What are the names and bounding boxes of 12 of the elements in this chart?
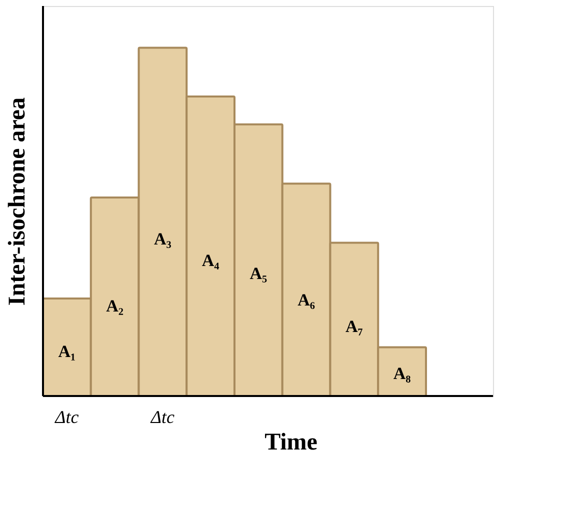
x-axis-title: Time xyxy=(264,430,318,456)
text: Δtc xyxy=(54,407,79,427)
x-tick-label: A₅ xyxy=(250,264,268,283)
x-tick-label: A₄ xyxy=(202,251,220,270)
x-tick-label: A₆ xyxy=(298,290,315,310)
x-tick-label: A₃ xyxy=(154,229,172,248)
x-tick-label: A₁ xyxy=(58,342,76,362)
x-tick-label: A₂ xyxy=(106,296,124,316)
text: Δtc xyxy=(150,407,174,427)
x-tick-label: A₈ xyxy=(393,364,411,384)
x-tick-label: A₇ xyxy=(345,317,363,336)
y-axis-title: Inter-isochrone area xyxy=(4,97,30,306)
